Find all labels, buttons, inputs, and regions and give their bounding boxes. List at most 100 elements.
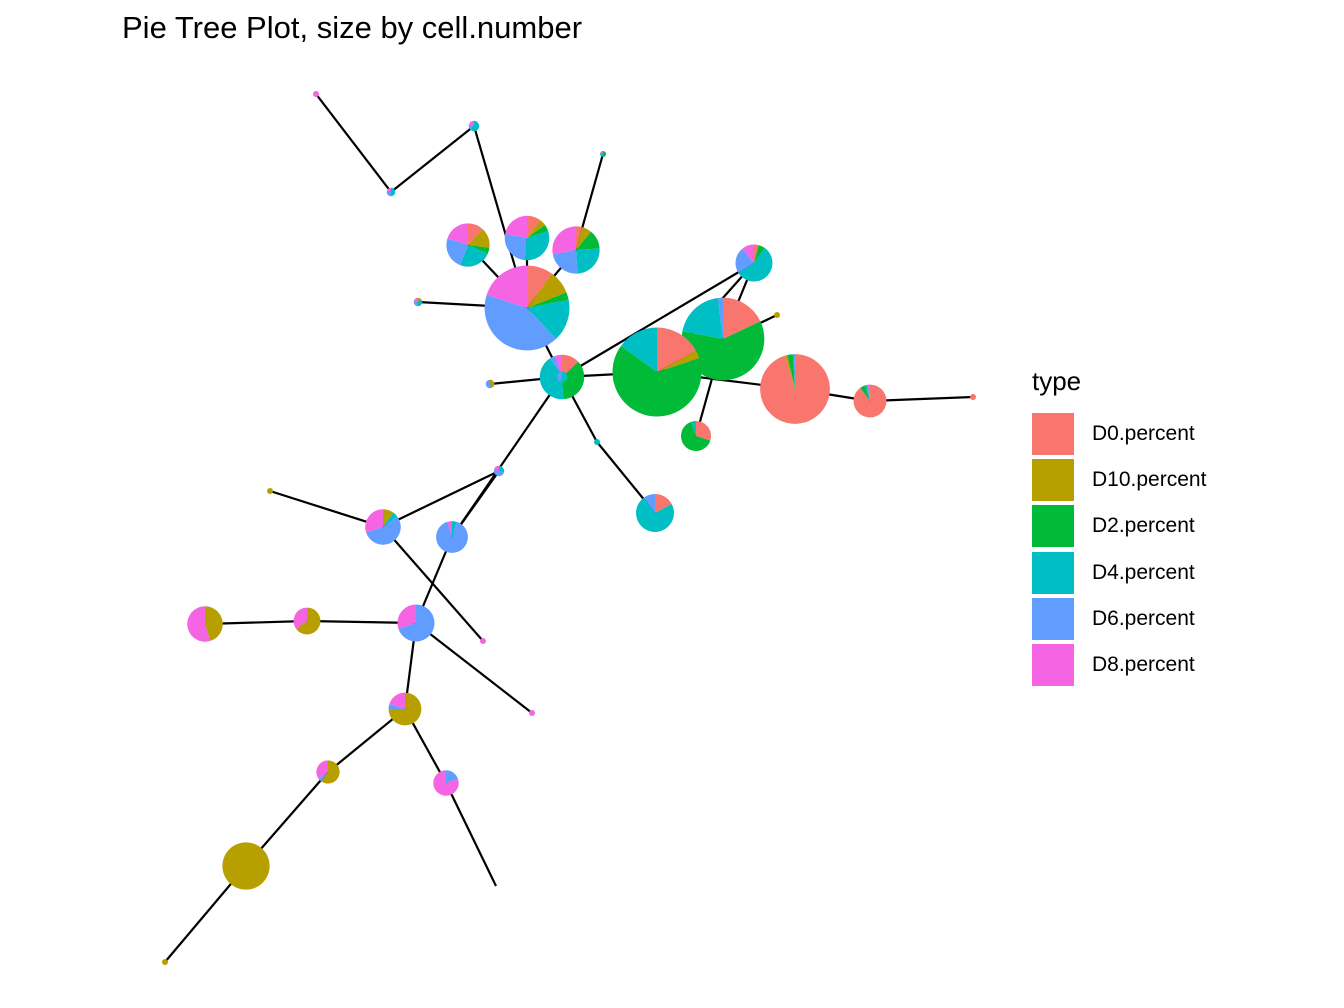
pie-slice: [696, 421, 711, 441]
pie-slice: [785, 354, 795, 389]
pie-slice: [321, 760, 340, 784]
pie-tree-plot: [162, 91, 976, 965]
pie-slice: [657, 350, 700, 372]
pie-slice: [222, 842, 270, 890]
pie-node: [735, 244, 773, 282]
legend-key: [1032, 644, 1074, 687]
pie-node: [493, 465, 505, 477]
legend-key: [1032, 413, 1074, 456]
pie-slice: [452, 521, 457, 537]
pie-slice: [468, 124, 474, 131]
pie-node: [612, 327, 702, 417]
pie-slice: [742, 244, 754, 263]
pie-slice: [446, 238, 468, 266]
pie-slice: [774, 312, 780, 318]
pie-slice: [657, 327, 696, 372]
legend-label: D0.percent: [1092, 422, 1195, 446]
pie-slice: [576, 226, 582, 250]
pie-slice: [413, 297, 418, 302]
legend: type D0.percent D10.percent D2.percent D4.p…: [1032, 366, 1206, 688]
pie-slice: [505, 215, 527, 238]
chart-title: Pie Tree Plot, size by cell.number: [122, 10, 583, 45]
pie-slice: [556, 371, 562, 382]
pie-slice: [681, 421, 711, 451]
pie-slice: [413, 300, 418, 307]
legend-title: type: [1032, 366, 1082, 396]
pie-slice: [527, 215, 541, 238]
pie-slice: [550, 355, 562, 377]
pie-node: [413, 297, 423, 307]
pie-slice: [754, 245, 765, 263]
pie-slice: [468, 245, 490, 255]
pie-slice: [383, 509, 394, 527]
pie-node: [388, 692, 422, 726]
pie-slice: [398, 604, 435, 642]
legend-key: [1032, 597, 1074, 640]
pie-slice: [527, 265, 552, 308]
pie-slice: [366, 516, 401, 545]
pie-slice: [655, 494, 672, 513]
legend-items: D0.percent D10.percent D2.percent D4.percen…: [1032, 411, 1206, 688]
pie-slice: [529, 710, 535, 716]
tree-edge: [382, 470, 500, 528]
nodes-layer: [162, 91, 976, 965]
pie-slice: [867, 384, 870, 401]
pie-slice: [485, 379, 493, 389]
pie-node: [484, 265, 570, 351]
legend-item: D6.percent: [1032, 596, 1206, 642]
pie-slice: [524, 231, 550, 261]
pie-slice: [313, 91, 319, 97]
pie-node: [681, 297, 765, 381]
legend-key: [1032, 505, 1074, 548]
pie-node: [433, 770, 459, 796]
pie-slice: [793, 354, 795, 389]
pie-slice: [447, 223, 468, 245]
pie-node: [468, 120, 480, 132]
pie-slice: [691, 421, 696, 436]
pie-slice: [562, 354, 579, 377]
pie-slice: [866, 384, 870, 401]
tree-edge: [327, 708, 406, 773]
pie-node: [293, 607, 321, 635]
pie-slice: [860, 385, 870, 401]
pie-slice: [643, 494, 655, 513]
pie-slice: [391, 187, 396, 197]
pie-slice: [296, 607, 321, 635]
pie-slice: [418, 299, 423, 307]
pie-slice: [603, 151, 606, 157]
pie-slice: [205, 606, 223, 641]
pie-slice: [389, 692, 405, 709]
legend-item: D10.percent: [1032, 457, 1206, 503]
pie-slice: [723, 297, 761, 339]
edges-layer: [164, 93, 974, 963]
pie-slice: [460, 245, 488, 267]
pie-slice: [527, 300, 570, 339]
legend-item: D8.percent: [1032, 642, 1206, 688]
pie-slice: [560, 371, 568, 383]
tree-edge: [445, 782, 497, 887]
pie-slice: [469, 120, 474, 126]
legend-key: [1032, 551, 1074, 594]
pie-slice: [499, 465, 505, 473]
pie-slice: [386, 187, 391, 192]
pie-slice: [418, 297, 422, 302]
pie-slice: [504, 233, 527, 261]
pie-slice: [717, 297, 723, 339]
pie-node: [386, 187, 396, 197]
legend-key: [1032, 459, 1074, 502]
pie-node: [397, 604, 435, 642]
pie-slice: [494, 465, 499, 471]
pie-slice: [470, 120, 480, 132]
pie-node: [365, 509, 401, 545]
tree-edge: [315, 93, 392, 193]
pie-slice: [386, 190, 391, 197]
pie-node: [436, 521, 468, 553]
pie-slice: [527, 292, 569, 308]
pie-node: [504, 215, 550, 261]
pie-slice: [760, 354, 830, 424]
pie-node: [556, 371, 568, 383]
pie-slice: [682, 297, 723, 339]
pie-slice: [970, 394, 976, 400]
pie-slice: [433, 770, 459, 796]
pie-slice: [486, 265, 527, 308]
